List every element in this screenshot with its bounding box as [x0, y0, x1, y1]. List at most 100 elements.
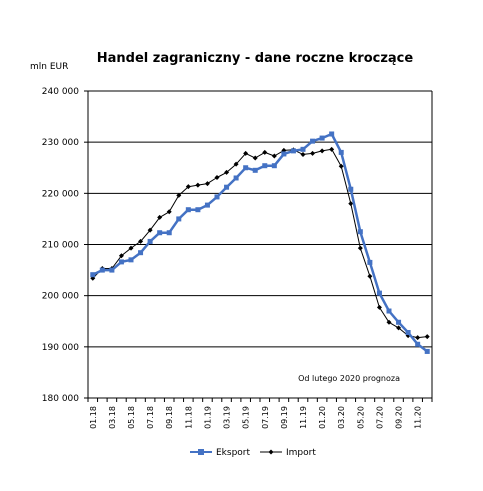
- x-tick-label: 03.20: [337, 406, 346, 429]
- data-point-eksport: [319, 135, 325, 141]
- data-point-eksport: [118, 259, 124, 265]
- data-point-eksport: [243, 165, 249, 171]
- legend-label-eksport: Eksport: [216, 448, 251, 458]
- series-line-import: [92, 148, 428, 339]
- data-point-import: [128, 245, 134, 251]
- data-point-eksport: [214, 194, 220, 200]
- y-tick-label: 190 000: [42, 343, 79, 353]
- data-point-import: [185, 184, 191, 190]
- x-tick-label: 05.19: [242, 406, 251, 429]
- x-tick-label: 07.19: [261, 406, 270, 429]
- data-point-eksport: [396, 319, 402, 325]
- data-point-import: [319, 148, 325, 154]
- x-tick-label: 09.20: [395, 406, 404, 429]
- data-point-import: [252, 155, 258, 161]
- x-tick-label: 01.18: [89, 406, 98, 429]
- data-point-import: [176, 192, 182, 198]
- data-point-eksport: [185, 207, 191, 213]
- data-point-eksport: [290, 148, 296, 154]
- data-point-eksport: [233, 175, 239, 181]
- data-point-eksport: [357, 229, 363, 235]
- data-point-import: [243, 150, 249, 156]
- data-point-eksport: [99, 267, 105, 273]
- data-point-eksport: [166, 230, 172, 236]
- data-point-import: [157, 214, 163, 220]
- data-point-import: [415, 335, 421, 341]
- data-point-eksport: [176, 216, 182, 222]
- legend-marker-import: [268, 449, 274, 455]
- data-point-import: [233, 161, 239, 167]
- x-tick-label: 05.20: [356, 406, 365, 429]
- data-point-eksport: [367, 259, 373, 265]
- series-line-eksport: [92, 132, 428, 353]
- x-tick-label: 11.20: [414, 406, 423, 429]
- x-tick-label: 07.20: [375, 406, 384, 429]
- chart-title: Handel zagraniczny - dane roczne krocząc…: [97, 51, 414, 66]
- y-axis-ticks: 180 000 190 000 200 000 210 000 220 000 230 0…: [42, 87, 79, 404]
- data-point-import: [357, 245, 363, 251]
- data-point-import: [166, 209, 172, 215]
- data-point-eksport: [424, 348, 430, 354]
- data-point-import: [118, 253, 124, 259]
- data-point-eksport: [348, 186, 354, 192]
- data-point-eksport: [204, 202, 210, 208]
- data-point-eksport: [376, 290, 382, 296]
- legend-marker-eksport: [198, 449, 204, 455]
- grid: [84, 90, 433, 402]
- series-layer: [90, 131, 430, 354]
- data-point-import: [300, 151, 306, 157]
- x-tick-label: 01.19: [203, 406, 212, 429]
- data-point-eksport: [224, 184, 230, 190]
- data-point-eksport: [128, 257, 134, 263]
- x-tick-label: 11.19: [299, 406, 308, 429]
- data-point-import: [138, 238, 144, 244]
- legend-label-import: Import: [286, 448, 316, 458]
- data-point-eksport: [157, 230, 163, 236]
- x-tick-label: 09.19: [280, 406, 289, 429]
- data-point-import: [214, 174, 220, 180]
- data-point-eksport: [300, 146, 306, 152]
- data-point-eksport: [252, 167, 258, 173]
- x-axis-ticks: 01.18 03.18 05.18 07.18 09.18 11.18 01.19 03.19…: [89, 406, 423, 429]
- data-point-eksport: [329, 131, 335, 137]
- data-point-import: [310, 150, 316, 156]
- data-point-eksport: [386, 308, 392, 314]
- legend: Eksport Import: [190, 448, 316, 458]
- data-point-eksport: [138, 250, 144, 256]
- y-tick-label: 220 000: [42, 189, 79, 199]
- data-point-eksport: [195, 207, 201, 213]
- x-tick-label: 11.18: [184, 406, 193, 429]
- data-point-import: [262, 149, 268, 155]
- data-point-eksport: [90, 272, 96, 278]
- data-point-eksport: [271, 163, 277, 169]
- data-point-eksport: [405, 330, 411, 336]
- data-point-import: [204, 181, 210, 187]
- y-tick-label: 210 000: [42, 241, 79, 251]
- data-point-import: [348, 201, 354, 207]
- series-eksport: [90, 131, 430, 354]
- y-tick-label: 180 000: [42, 394, 79, 404]
- x-tick-label: 01.20: [318, 406, 327, 429]
- data-point-import: [224, 169, 230, 175]
- y-tick-label: 240 000: [42, 87, 79, 97]
- data-point-eksport: [415, 341, 421, 347]
- data-point-eksport: [109, 267, 115, 273]
- x-tick-label: 05.18: [127, 406, 136, 429]
- data-point-import: [195, 182, 201, 188]
- data-point-import: [338, 163, 344, 169]
- x-tick-label: 07.18: [146, 406, 155, 429]
- x-tick-label: 03.19: [223, 406, 232, 429]
- data-point-eksport: [281, 151, 287, 157]
- data-point-import: [271, 153, 277, 159]
- data-point-import: [329, 146, 335, 152]
- y-tick-label: 200 000: [42, 292, 79, 302]
- data-point-import: [396, 325, 402, 331]
- data-point-eksport: [262, 163, 268, 169]
- data-point-import: [386, 319, 392, 325]
- data-point-eksport: [338, 149, 344, 155]
- data-point-import: [376, 304, 382, 310]
- data-point-eksport: [147, 238, 153, 244]
- forecast-annotation: Od lutego 2020 prognoza: [298, 374, 400, 383]
- series-import: [90, 146, 430, 341]
